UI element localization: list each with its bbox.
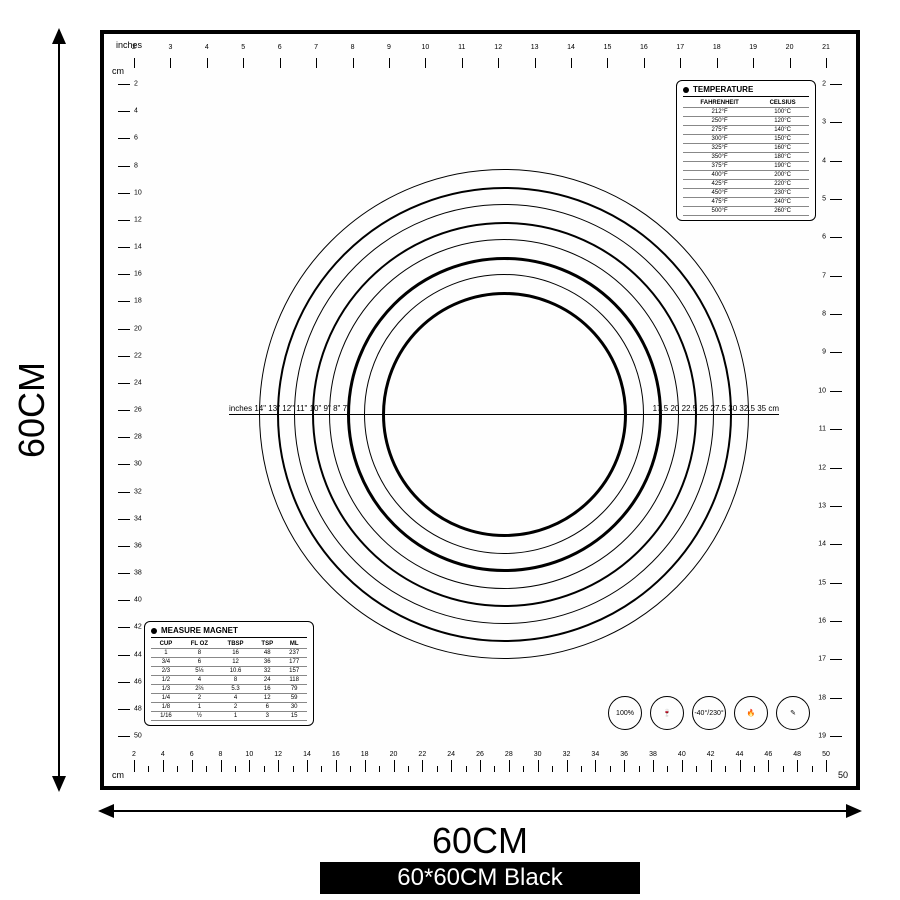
dough-circle-14in: [259, 169, 749, 659]
diameter-line: [229, 414, 779, 415]
feature-icons: 100%🍷-40°/230°🔥✎: [608, 696, 810, 730]
feature-icon-3: 🔥: [734, 696, 768, 730]
feature-icon-1: 🍷: [650, 696, 684, 730]
product-diagram: 60CM 60CM 60*60CM Black inches cm cm 50 …: [0, 0, 900, 900]
temperature-table: TEMPERATURE FAHRENHEITCELSIUS212°F100°C2…: [676, 80, 816, 221]
dough-circle-12in: [294, 204, 714, 624]
dim-arrow-horizontal: [100, 810, 860, 812]
dough-circle-10in: [329, 239, 679, 589]
feature-icon-4: ✎: [776, 696, 810, 730]
feature-icon-0: 100%: [608, 696, 642, 730]
unit-cm-left: cm: [112, 66, 124, 76]
feature-icon-2: -40°/230°: [692, 696, 726, 730]
ruler-top-inches: 23456789101112131415161718192021: [134, 44, 826, 68]
dim-label-horizontal: 60CM: [100, 820, 860, 862]
dough-circle-11in: [312, 222, 697, 607]
unit-cm-br: 50: [838, 770, 848, 780]
product-title: 60*60CM Black: [320, 862, 640, 894]
circle-diameters-inches: inches 14" 13" 12" 11" 10" 9" 8" 7": [229, 404, 350, 413]
circle-diameters-cm: 17.5 20 22.5 25 27.5 30 32.5 35 cm: [653, 404, 779, 413]
dough-circle-9in: [347, 257, 662, 572]
unit-cm-bottom: cm: [112, 770, 124, 780]
dim-label-vertical: 60CM: [8, 0, 56, 820]
dough-circle-8in: [364, 274, 644, 554]
dim-arrow-vertical: [58, 30, 60, 790]
ruler-left-cm: 2468101214161820222426283032343638404244…: [118, 84, 138, 736]
ruler-right-inches: 2345678910111213141516171819: [822, 84, 842, 736]
dough-circle-7in: [382, 292, 627, 537]
baking-mat: inches cm cm 50 234567891011121314151617…: [100, 30, 860, 790]
measure-table: MEASURE MAGNET CUPFL OZTBSPTSPML18164823…: [144, 621, 314, 726]
ruler-bottom-cm: 2468101214161820222426283032343638404244…: [134, 752, 826, 772]
dough-circle-13in: [277, 187, 732, 642]
